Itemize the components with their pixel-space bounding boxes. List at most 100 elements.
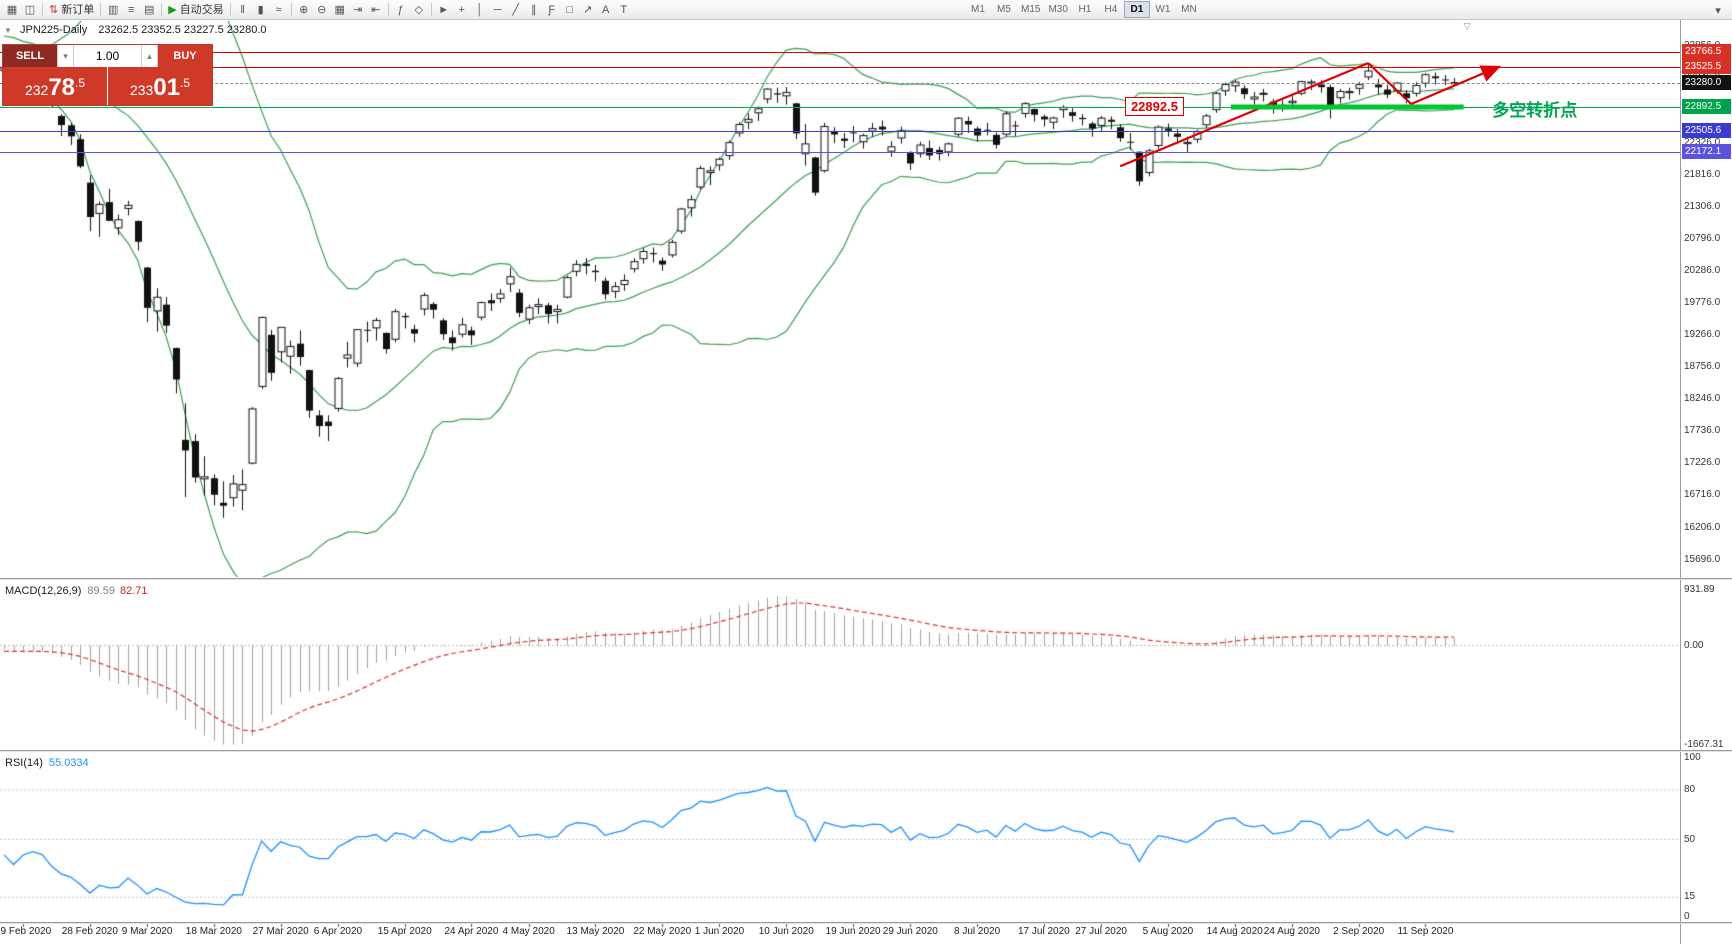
sell-button[interactable]: SELL — [3, 45, 57, 67]
zoom-in-icon: ⊕ — [299, 3, 309, 16]
chart-shift-button[interactable]: ⇤ — [367, 1, 385, 18]
zoom-in-button[interactable]: ⊕ — [295, 1, 313, 18]
fibonacci-button[interactable]: Ƒ — [543, 1, 561, 18]
objects-button[interactable]: ◇ — [410, 1, 428, 18]
rsi-value: 55.0334 — [48, 757, 89, 769]
trendline-icon: ╱ — [512, 3, 519, 16]
chart-ohlc-values: 23262.5 23352.5 23227.5 23280.0 — [98, 24, 267, 36]
timeframe-button-w1[interactable]: W1 — [1155, 4, 1171, 15]
zoom-out-icon: ⊖ — [317, 3, 327, 16]
price-axis-tick: 18756.0 — [1684, 361, 1721, 373]
navigator-icon: ▤ — [144, 3, 155, 16]
panel-separator-rsi-axis[interactable] — [0, 922, 1732, 924]
timeframe-button-h4[interactable]: H4 — [1104, 4, 1118, 15]
autotrading-icon: ▶ — [168, 3, 177, 16]
navigator-button[interactable]: ▤ — [140, 1, 158, 18]
toolbar-separator — [161, 3, 163, 16]
buy-price-button[interactable]: 233 01 .5 — [108, 67, 212, 105]
date-axis-label: 17 Jul 2020 — [1018, 926, 1070, 937]
price-axis-tick: 19776.0 — [1684, 297, 1721, 308]
date-axis-label: 29 Jun 2020 — [882, 926, 938, 937]
chart-profiles-icon: ◫ — [24, 3, 36, 16]
shapes-button[interactable]: □ — [561, 1, 579, 18]
volume-increase-button[interactable]: ▴ — [141, 45, 158, 67]
market-watch-icon: ▥ — [108, 3, 119, 16]
price-axis-tick: 16716.0 — [1684, 489, 1721, 501]
panel-separator-main-macd[interactable] — [0, 578, 1732, 580]
toolbar-separator — [290, 3, 292, 16]
timeframe-button-mn[interactable]: MN — [1181, 4, 1197, 15]
new-chart-button[interactable]: ▦ — [3, 1, 21, 18]
rsi-indicator-label: RSI(14) 55.0334 — [5, 757, 89, 769]
autotrading-button[interactable]: ▶ 自动交易 — [165, 1, 226, 18]
buy-price-decimal: .5 — [180, 76, 191, 90]
sell-price-button[interactable]: 232 78 .5 — [3, 67, 107, 105]
timeframe-button-d1[interactable]: D1 — [1123, 1, 1150, 18]
trade-panel-prices: 232 78 .5 233 01 .5 — [3, 67, 212, 105]
price-line-22172.1[interactable] — [0, 152, 1680, 154]
date-axis-label: 15 Apr 2020 — [377, 926, 432, 937]
market-watch-button[interactable]: ▥ — [104, 1, 122, 18]
timeframe-button-h1[interactable]: H1 — [1078, 4, 1092, 15]
chart-profiles-button[interactable]: ◫ — [21, 1, 39, 18]
indicators-button[interactable]: ƒ — [392, 1, 410, 18]
text-label-button[interactable]: T — [615, 1, 633, 18]
toolbar-overflow-button[interactable]: ▾ — [1709, 2, 1727, 19]
date-axis-label: 6 Apr 2020 — [313, 926, 363, 937]
data-window-button[interactable]: ≡ — [122, 1, 140, 18]
equidistant-channel-button[interactable]: ∥ — [525, 1, 543, 18]
chart-title: JPN225-Daily — [19, 24, 88, 36]
timeframe-button-m30[interactable]: M30 — [1048, 4, 1068, 15]
toolbar: ▦ ◫ ⇅ 新订单 ▥ ≡ ▤ ▶ 自动交易 ‖ ▮ ≈ ⊕ ⊖ ▦ ⇥ ⇤ ƒ ◇ ► + │ ─ ╱ ∥ Ƒ □ ↗ A T M1 M5… — [0, 0, 1732, 20]
chevron-down-icon: ▾ — [1715, 4, 1721, 17]
trade-panel-collapse-icon[interactable]: ▼ — [4, 26, 12, 35]
arrow-objects-button[interactable]: ↗ — [579, 1, 597, 18]
date-axis-label: 9 Mar 2020 — [121, 926, 173, 937]
crosshair-button[interactable]: + — [453, 1, 471, 18]
price-level-label[interactable]: 22892.5 — [1124, 97, 1184, 116]
price-axis-tick: 16206.0 — [1684, 521, 1721, 533]
sell-price-prefix: 232 — [24, 82, 49, 98]
volume-input[interactable]: 1.00 — [74, 45, 141, 67]
date-axis-label: 1 Jun 2020 — [694, 926, 745, 937]
line-chart-button[interactable]: ≈ — [270, 1, 288, 18]
date-axis-label: 24 Apr 2020 — [444, 926, 499, 937]
macd-name: MACD(12,26,9) — [5, 585, 82, 597]
chart-header: ▼ JPN225-Daily 23262.5 23352.5 23227.5 2… — [4, 24, 267, 36]
new-order-button[interactable]: ⇅ 新订单 — [46, 1, 97, 18]
price-line-23525.5[interactable] — [0, 67, 1680, 69]
date-axis-label: 18 Mar 2020 — [185, 926, 242, 937]
date-axis-label: 19 Feb 2020 — [0, 926, 52, 937]
bars-chart-button[interactable]: ‖ — [234, 1, 252, 18]
zoom-out-button[interactable]: ⊖ — [313, 1, 331, 18]
annotation-note-text[interactable]: 多空转折点 — [1492, 101, 1578, 120]
timeframe-button-m15[interactable]: M15 — [1021, 4, 1041, 15]
candles-chart-button[interactable]: ▮ — [252, 1, 270, 18]
toolbar-separator — [229, 3, 231, 16]
date-axis-label: 2 Sep 2020 — [1333, 926, 1385, 937]
price-line-23280.0[interactable] — [0, 82, 1680, 84]
horizontal-line-icon: ─ — [493, 3, 502, 16]
trendline-button[interactable]: ╱ — [507, 1, 525, 18]
horizontal-line-button[interactable]: ─ — [489, 1, 507, 18]
vertical-line-button[interactable]: │ — [471, 1, 489, 18]
volume-decrease-button[interactable]: ▾ — [57, 45, 74, 67]
price-line-22892.5[interactable] — [0, 107, 1680, 108]
cursor-button[interactable]: ► — [435, 1, 453, 18]
timeframe-button-m5[interactable]: M5 — [997, 4, 1011, 15]
panel-separator-macd-rsi[interactable] — [0, 750, 1732, 752]
chart-shift-marker[interactable]: ▽ — [1463, 21, 1471, 31]
price-line-label-23280.0: 23280.0 — [1682, 74, 1731, 90]
auto-scroll-button[interactable]: ⇥ — [349, 1, 367, 18]
date-axis-label: 13 May 2020 — [566, 926, 625, 937]
text-button[interactable]: A — [597, 1, 615, 18]
tile-windows-button[interactable]: ▦ — [331, 1, 349, 18]
price-line-23766.5[interactable] — [0, 52, 1680, 54]
price-axis-tick: 21306.0 — [1684, 200, 1721, 212]
shapes-icon: □ — [566, 3, 574, 16]
buy-button[interactable]: BUY — [158, 45, 212, 67]
price-line-22505.6[interactable] — [0, 131, 1680, 133]
timeframe-button-m1[interactable]: M1 — [971, 4, 985, 15]
date-axis-label: 8 Jul 2020 — [954, 926, 1001, 937]
